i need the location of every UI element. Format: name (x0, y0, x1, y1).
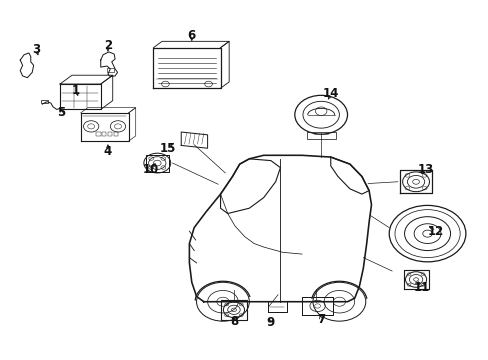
Text: 5: 5 (57, 107, 65, 120)
Text: 3: 3 (32, 43, 40, 56)
Text: 12: 12 (427, 225, 444, 238)
Bar (96, 132, 101, 136)
Text: 10: 10 (142, 163, 159, 176)
Text: 2: 2 (103, 40, 112, 53)
Bar (113, 132, 118, 136)
Text: 9: 9 (266, 316, 274, 329)
Text: 13: 13 (417, 163, 433, 176)
Text: 8: 8 (229, 315, 238, 328)
Text: 4: 4 (103, 145, 112, 158)
Text: 1: 1 (72, 84, 80, 96)
Text: 7: 7 (316, 313, 325, 326)
Text: 15: 15 (159, 142, 176, 155)
Bar (107, 68, 114, 72)
Text: 14: 14 (322, 87, 338, 100)
Bar (306, 132, 335, 139)
Text: 11: 11 (413, 281, 429, 294)
Text: 6: 6 (187, 29, 196, 42)
Bar (41, 100, 48, 103)
Bar (102, 132, 106, 136)
Bar (108, 132, 112, 136)
